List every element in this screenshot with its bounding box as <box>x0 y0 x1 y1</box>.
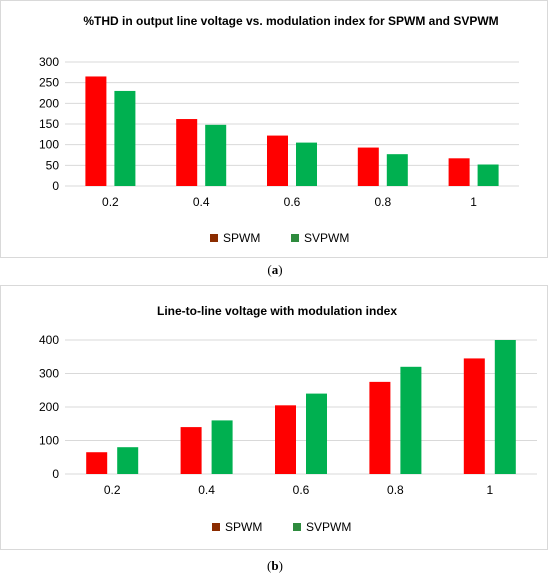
legend-swatch-svpwm <box>293 523 301 531</box>
legend-label-spwm: SPWM <box>225 520 262 534</box>
bar-spwm-0.6 <box>267 135 288 186</box>
legend-label-svpwm: SVPWM <box>304 231 349 245</box>
y-tick-label: 200 <box>39 96 59 110</box>
bar-svpwm-0.8 <box>400 366 422 474</box>
legend-label-svpwm: SVPWM <box>306 520 351 534</box>
thd-chart: %THD in output line voltage vs. modulati… <box>39 14 519 245</box>
bar-svpwm-1 <box>494 340 516 474</box>
caption-a: (a) <box>267 262 283 277</box>
x-tick-label: 0.6 <box>284 195 301 209</box>
x-tick-label: 0.2 <box>104 483 121 497</box>
bar-spwm-0.2 <box>85 76 107 186</box>
bar-svpwm-0.4 <box>211 420 233 474</box>
y-tick-label: 400 <box>39 333 59 347</box>
legend-label-spwm: SPWM <box>223 231 260 245</box>
y-tick-label: 100 <box>39 434 59 448</box>
y-tick-label: 150 <box>39 117 59 131</box>
bar-spwm-0.2 <box>86 452 108 474</box>
x-tick-label: 0.4 <box>198 483 215 497</box>
x-tick-label: 0.8 <box>387 483 404 497</box>
caption-b: (b) <box>267 558 283 573</box>
bar-spwm-0.4 <box>180 427 202 474</box>
voltage-chart: Line-to-line voltage with modulation ind… <box>39 304 537 534</box>
bar-spwm-0.8 <box>357 147 379 186</box>
bar-spwm-1 <box>463 358 485 474</box>
caption-a-label: a <box>271 262 279 277</box>
caption-b-label: b <box>271 558 279 573</box>
x-tick-label: 0.8 <box>374 195 391 209</box>
y-tick-label: 0 <box>52 179 59 193</box>
legend-swatch-spwm <box>212 523 220 531</box>
bar-svpwm-0.2 <box>117 447 139 474</box>
y-tick-label: 0 <box>52 467 59 481</box>
y-tick-label: 250 <box>39 76 59 90</box>
bar-spwm-0.8 <box>369 381 391 474</box>
bar-svpwm-1 <box>477 164 499 186</box>
y-tick-label: 100 <box>39 138 59 152</box>
bar-spwm-0.4 <box>176 119 198 186</box>
x-tick-label: 1 <box>470 195 477 209</box>
x-tick-label: 1 <box>486 483 493 497</box>
x-tick-label: 0.6 <box>293 483 310 497</box>
bar-spwm-0.6 <box>275 405 296 474</box>
chart-title: %THD in output line voltage vs. modulati… <box>83 14 498 28</box>
x-tick-label: 0.4 <box>193 195 210 209</box>
y-tick-label: 300 <box>39 55 59 69</box>
bar-svpwm-0.6 <box>306 393 327 474</box>
legend-swatch-spwm <box>210 234 218 242</box>
y-tick-label: 200 <box>39 400 59 414</box>
legend-swatch-svpwm <box>291 234 299 242</box>
bar-svpwm-0.4 <box>205 124 227 186</box>
y-tick-label: 50 <box>46 158 60 172</box>
bar-svpwm-0.6 <box>296 142 317 186</box>
chart-title: Line-to-line voltage with modulation ind… <box>157 304 397 318</box>
x-tick-label: 0.2 <box>102 195 119 209</box>
bar-svpwm-0.2 <box>114 90 136 186</box>
y-tick-label: 300 <box>39 367 59 381</box>
bar-svpwm-0.8 <box>386 154 408 186</box>
bar-spwm-1 <box>448 158 470 186</box>
chart-panel-b: Line-to-line voltage with modulation ind… <box>0 285 548 550</box>
chart-panel-a: %THD in output line voltage vs. modulati… <box>0 0 548 258</box>
